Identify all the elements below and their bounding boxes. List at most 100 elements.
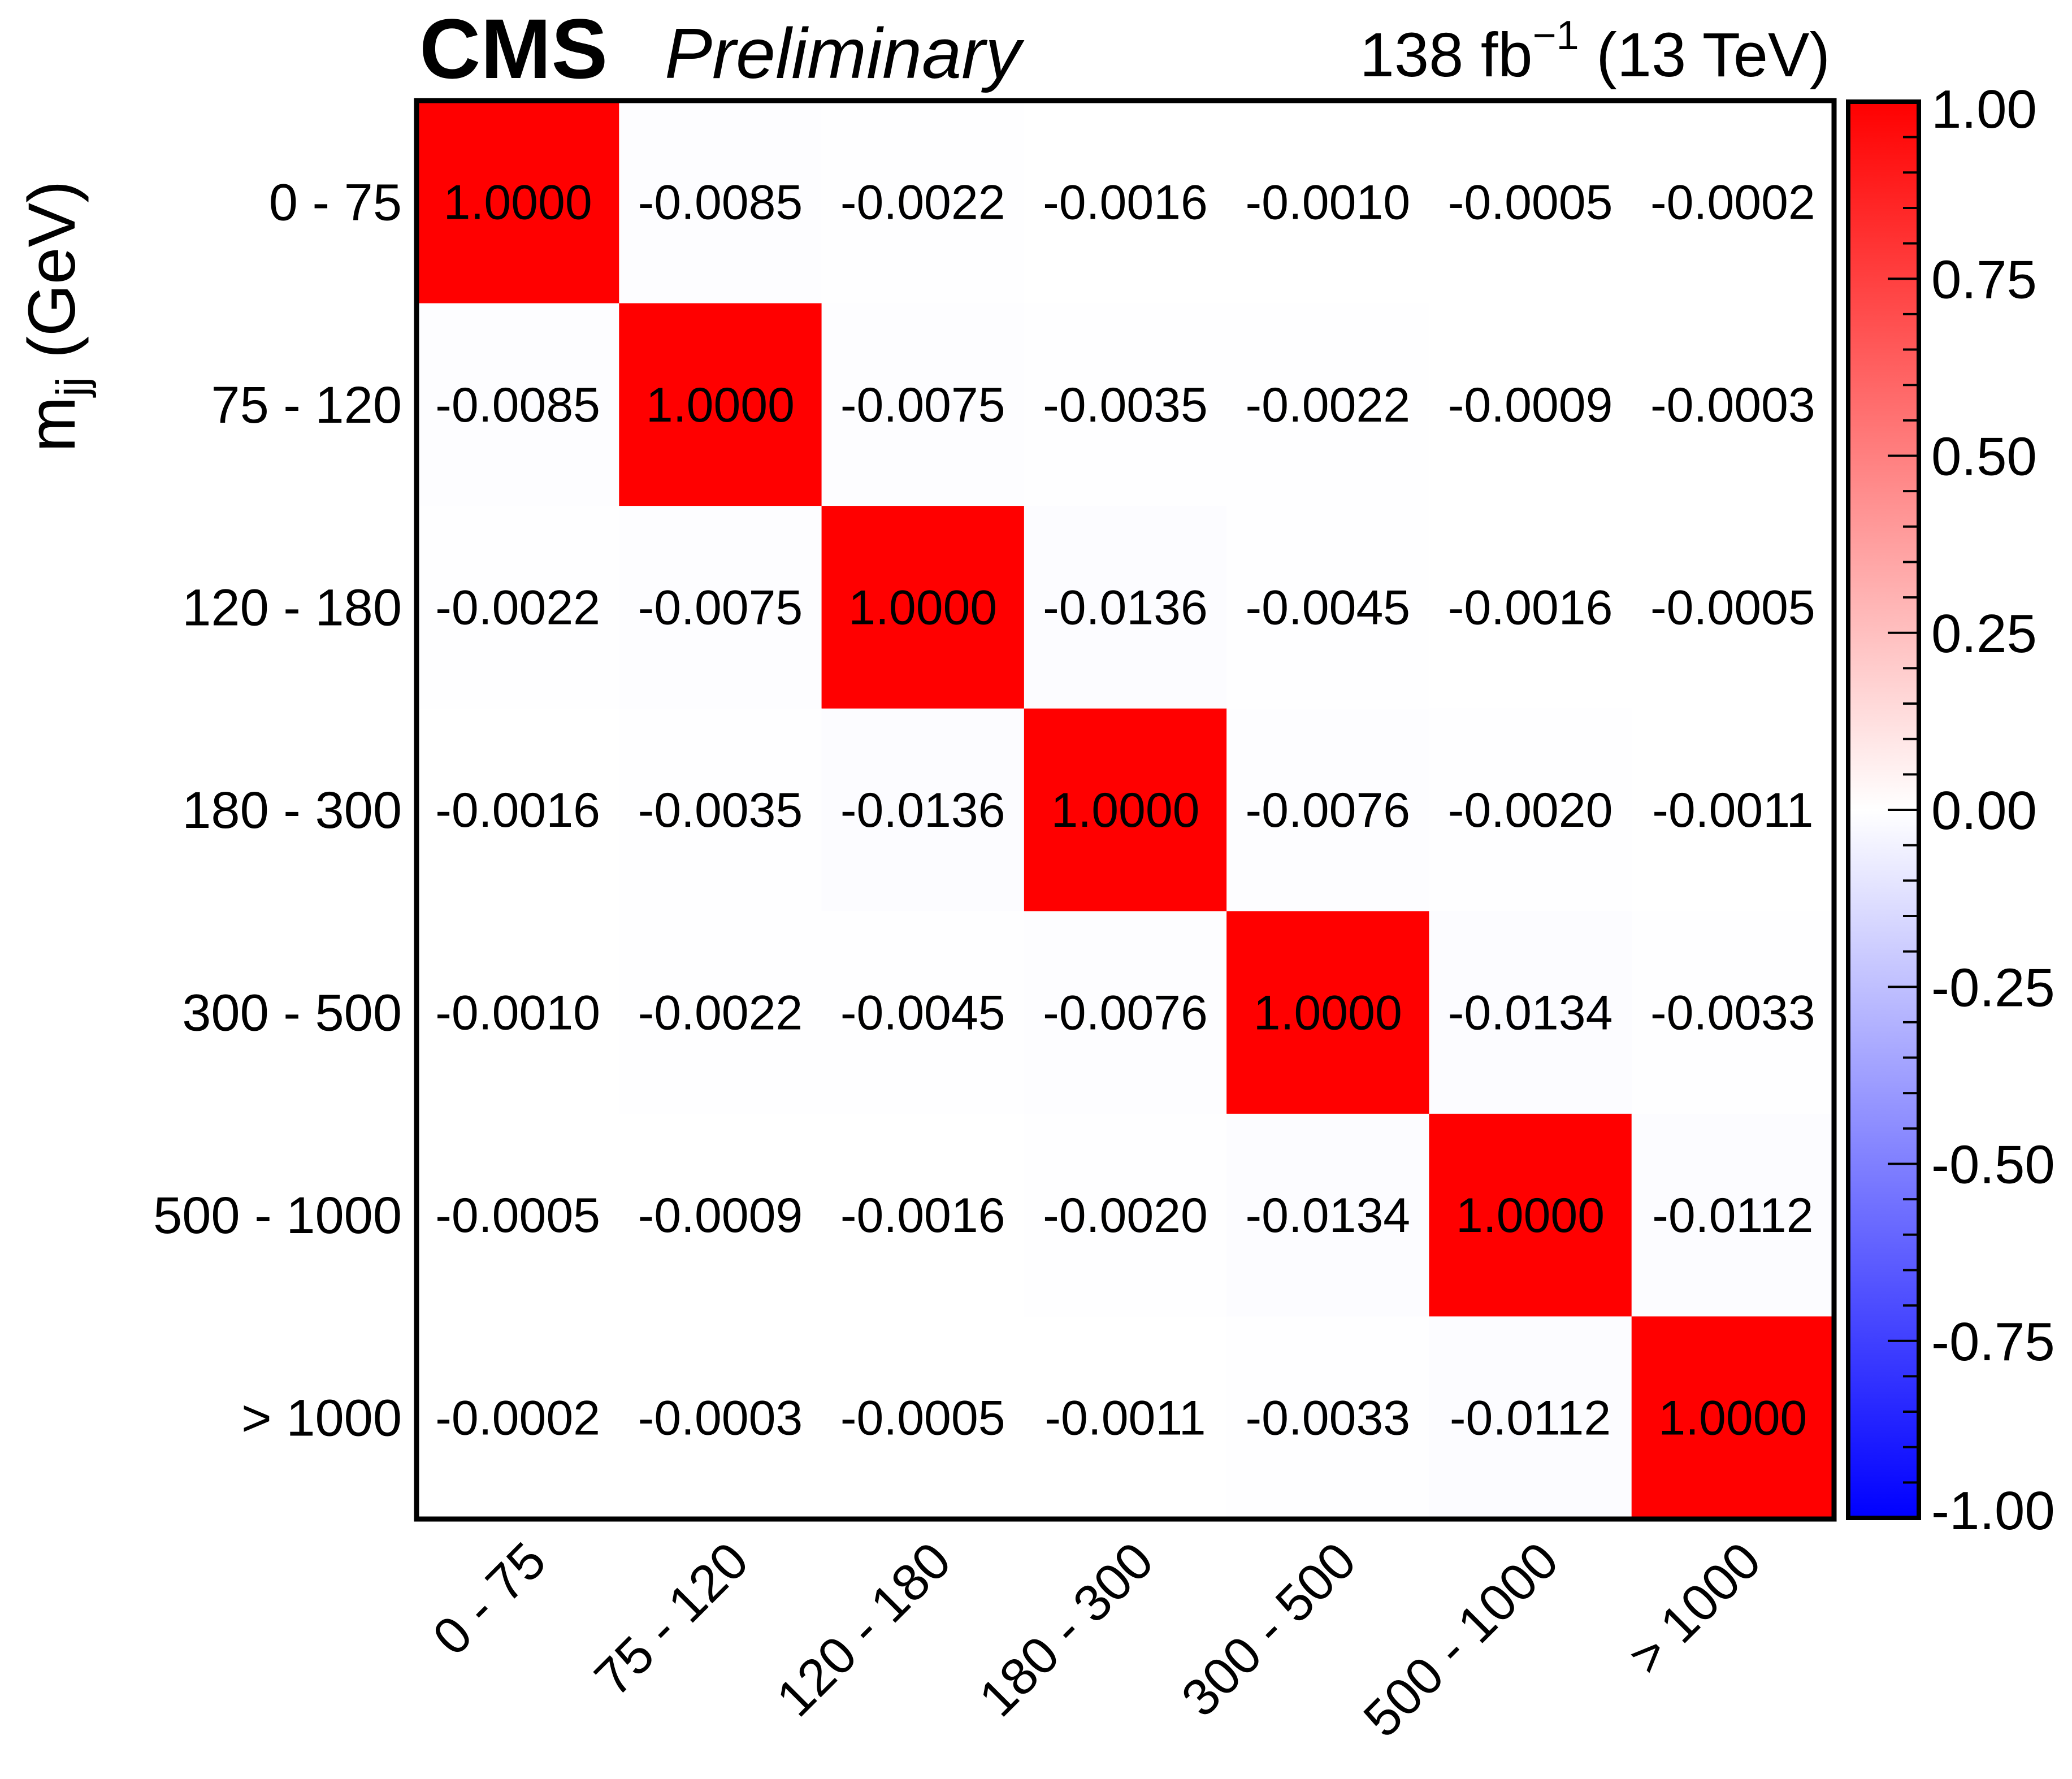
heatmap-cell bbox=[1226, 1316, 1429, 1520]
cell-value-label: -0.0009 bbox=[638, 1188, 803, 1243]
cell-value-label: -0.0020 bbox=[1448, 783, 1613, 838]
energy-label: (13 TeV) bbox=[1579, 20, 1830, 90]
cell-value-label: -0.0002 bbox=[435, 1391, 600, 1446]
x-tick-label: 180 - 300 bbox=[968, 1531, 1164, 1728]
cell-value-label: -0.0016 bbox=[1043, 175, 1208, 229]
cell-value-label: -0.0112 bbox=[1450, 1391, 1611, 1446]
colorbar-ticks bbox=[1888, 101, 1919, 1519]
heatmap-cell bbox=[1631, 101, 1835, 304]
y-axis-title-main: m bbox=[15, 397, 89, 452]
experiment-label: CMS bbox=[419, 1, 608, 96]
colorbar-tick-label: -0.75 bbox=[1931, 1312, 2055, 1372]
colorbar-tick-label: 0.75 bbox=[1931, 249, 2037, 310]
heatmap-cell bbox=[1631, 708, 1835, 912]
cell-value-label: 1.0000 bbox=[1658, 1391, 1807, 1446]
heatmap-cell bbox=[619, 506, 822, 709]
cell-value-label: -0.0003 bbox=[638, 1391, 803, 1446]
cell-value-label: -0.0075 bbox=[840, 378, 1005, 432]
cell-value-label: -0.0045 bbox=[1245, 580, 1410, 635]
heatmap-cell bbox=[1024, 911, 1227, 1114]
lumi-label: 138 fb−1 (13 TeV) bbox=[1360, 13, 1830, 90]
y-tick-label: 0 - 75 bbox=[269, 173, 402, 231]
cell-value-label: -0.0005 bbox=[435, 1188, 600, 1243]
x-tick-label: 0 - 75 bbox=[422, 1531, 557, 1666]
colorbar-tick-labels: 1.00 0.75 0.50 0.25 0.00 -0.25 -0.50 -0.75 -1.00 bbox=[1931, 79, 2055, 1541]
colorbar-tick-label: 1.00 bbox=[1931, 79, 2037, 140]
y-tick-label: 300 - 500 bbox=[182, 984, 402, 1042]
colorbar-tick-label: 0.50 bbox=[1931, 427, 2037, 487]
heatmap-cell bbox=[417, 101, 619, 304]
heatmap-cell bbox=[1226, 1113, 1429, 1317]
cell-value-label: -0.0076 bbox=[1043, 986, 1208, 1040]
heatmap-cell bbox=[1226, 506, 1429, 709]
heatmap-cell bbox=[821, 708, 1025, 912]
heatmap-cell bbox=[1429, 708, 1632, 912]
heatmap-cell bbox=[619, 911, 822, 1114]
cell-value-label: -0.0033 bbox=[1650, 986, 1815, 1040]
heatmap-cell bbox=[1429, 506, 1632, 709]
heatmap-cell bbox=[417, 1113, 619, 1317]
cell-value-label: -0.0005 bbox=[1650, 580, 1815, 635]
heatmap-cell bbox=[1429, 1113, 1632, 1317]
cell-value-label: -0.0020 bbox=[1043, 1188, 1208, 1243]
heatmap-cell bbox=[1429, 1316, 1632, 1520]
heatmap-cell bbox=[619, 101, 822, 304]
cell-value-label: 1.0000 bbox=[646, 378, 795, 432]
colorbar-tick-label: -0.25 bbox=[1931, 957, 2055, 1018]
heatmap-cell bbox=[417, 708, 619, 912]
cell-value-label: 1.0000 bbox=[1254, 986, 1402, 1040]
heatmap-cell bbox=[1226, 911, 1429, 1114]
x-tick-labels: 0 - 75 75 - 120 120 - 180 180 - 300 300 - 50… bbox=[422, 1531, 1772, 1748]
heatmap-cell bbox=[821, 506, 1025, 709]
heatmap-cell bbox=[1024, 506, 1227, 709]
cell-value-label: -0.0035 bbox=[638, 783, 803, 838]
cell-value-label: -0.0136 bbox=[1043, 580, 1208, 635]
heatmap-cell bbox=[1024, 101, 1227, 304]
x-tick-label: > 1000 bbox=[1618, 1531, 1772, 1686]
cell-value-label: -0.0009 bbox=[1448, 378, 1613, 432]
plot-frame bbox=[414, 98, 1837, 1522]
heatmap-cell bbox=[821, 101, 1025, 304]
status-label: Preliminary bbox=[665, 14, 1025, 93]
cell-value-label: -0.0075 bbox=[638, 580, 803, 635]
y-tick-labels: 0 - 75 75 - 120 120 - 180 180 - 300 300 - 50… bbox=[153, 173, 402, 1447]
cell-value-label: 1.0000 bbox=[1456, 1188, 1605, 1243]
cell-value-label: -0.0022 bbox=[638, 986, 803, 1040]
cell-value-label: 1.0000 bbox=[848, 580, 997, 635]
cell-value-label: -0.0134 bbox=[1245, 1188, 1410, 1243]
cell-value-label: -0.0011 bbox=[1652, 783, 1813, 838]
y-tick-label: 500 - 1000 bbox=[153, 1187, 402, 1244]
cell-value-label: -0.0011 bbox=[1044, 1391, 1206, 1446]
y-tick-label: 75 - 120 bbox=[211, 376, 402, 434]
heatmap-cell bbox=[1631, 506, 1835, 709]
cell-value-label: -0.0076 bbox=[1245, 783, 1410, 838]
cell-value-label: -0.0035 bbox=[1043, 378, 1208, 432]
colorbar-tick-label: 0.25 bbox=[1931, 604, 2037, 664]
heatmap-cell bbox=[1024, 708, 1227, 912]
cell-value-label: -0.0016 bbox=[1448, 580, 1613, 635]
heatmap-cell bbox=[417, 1316, 619, 1520]
x-tick-label: 75 - 120 bbox=[584, 1531, 760, 1707]
heatmap-cell bbox=[1024, 303, 1227, 506]
heatmap-cell bbox=[1226, 708, 1429, 912]
cell-value-label: -0.0085 bbox=[435, 378, 600, 432]
heatmap-cell bbox=[417, 303, 619, 506]
y-tick-label: 120 - 180 bbox=[182, 579, 402, 636]
cell-value-label: -0.0005 bbox=[840, 1391, 1005, 1446]
cell-value-label: -0.0002 bbox=[1650, 175, 1815, 229]
y-axis-title-unit: (GeV) bbox=[15, 181, 89, 378]
heatmap-cell bbox=[1631, 1113, 1835, 1317]
heatmap-cells bbox=[417, 101, 1835, 1520]
x-tick-label: 500 - 1000 bbox=[1353, 1531, 1570, 1748]
heatmap-cell bbox=[1631, 1316, 1835, 1520]
heatmap-cell bbox=[821, 1113, 1025, 1317]
heatmap-cell bbox=[1024, 1113, 1227, 1317]
cell-value-label: -0.0005 bbox=[1448, 175, 1613, 229]
cell-value-label: -0.0136 bbox=[840, 783, 1005, 838]
lumi-exponent: −1 bbox=[1533, 13, 1579, 58]
cell-value-label: -0.0134 bbox=[1448, 986, 1613, 1040]
cell-value-label: -0.0022 bbox=[840, 175, 1005, 229]
heatmap-cell bbox=[1226, 101, 1429, 304]
heatmap-cell bbox=[417, 911, 619, 1114]
heatmap-cell bbox=[1429, 911, 1632, 1114]
